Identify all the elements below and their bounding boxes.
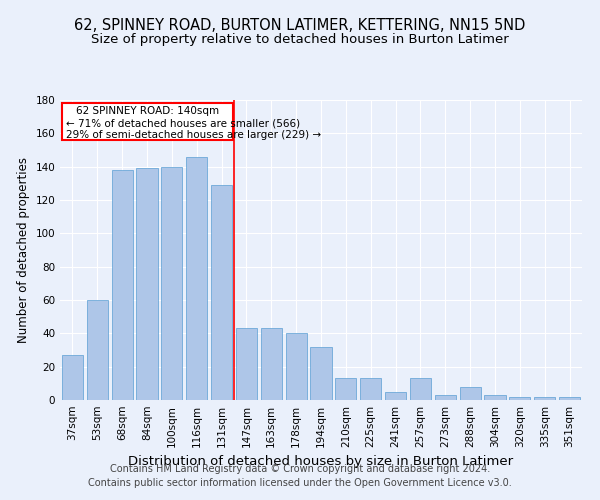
Y-axis label: Number of detached properties: Number of detached properties	[17, 157, 30, 343]
Bar	[509, 396, 530, 400]
Bar	[360, 378, 381, 400]
Bar	[410, 378, 431, 400]
Bar	[435, 395, 456, 400]
X-axis label: Distribution of detached houses by size in Burton Latimer: Distribution of detached houses by size …	[128, 456, 514, 468]
Bar	[211, 185, 232, 400]
Bar	[161, 166, 182, 400]
Bar	[186, 156, 207, 400]
Bar	[236, 328, 257, 400]
Text: 29% of semi-detached houses are larger (229) →: 29% of semi-detached houses are larger (…	[66, 130, 321, 140]
Bar	[286, 334, 307, 400]
Bar	[534, 396, 555, 400]
Bar	[112, 170, 133, 400]
Bar	[136, 168, 158, 400]
FancyBboxPatch shape	[62, 104, 233, 140]
Bar	[261, 328, 282, 400]
Bar	[559, 396, 580, 400]
Text: ← 71% of detached houses are smaller (566): ← 71% of detached houses are smaller (56…	[66, 118, 300, 128]
Text: 62 SPINNEY ROAD: 140sqm: 62 SPINNEY ROAD: 140sqm	[76, 106, 219, 116]
Bar	[484, 395, 506, 400]
Bar	[335, 378, 356, 400]
Text: 62, SPINNEY ROAD, BURTON LATIMER, KETTERING, NN15 5ND: 62, SPINNEY ROAD, BURTON LATIMER, KETTER…	[74, 18, 526, 32]
Bar	[385, 392, 406, 400]
Bar	[460, 386, 481, 400]
Text: Size of property relative to detached houses in Burton Latimer: Size of property relative to detached ho…	[91, 32, 509, 46]
Text: Contains HM Land Registry data © Crown copyright and database right 2024.
Contai: Contains HM Land Registry data © Crown c…	[88, 464, 512, 487]
Bar	[310, 346, 332, 400]
Bar	[87, 300, 108, 400]
Bar	[62, 355, 83, 400]
